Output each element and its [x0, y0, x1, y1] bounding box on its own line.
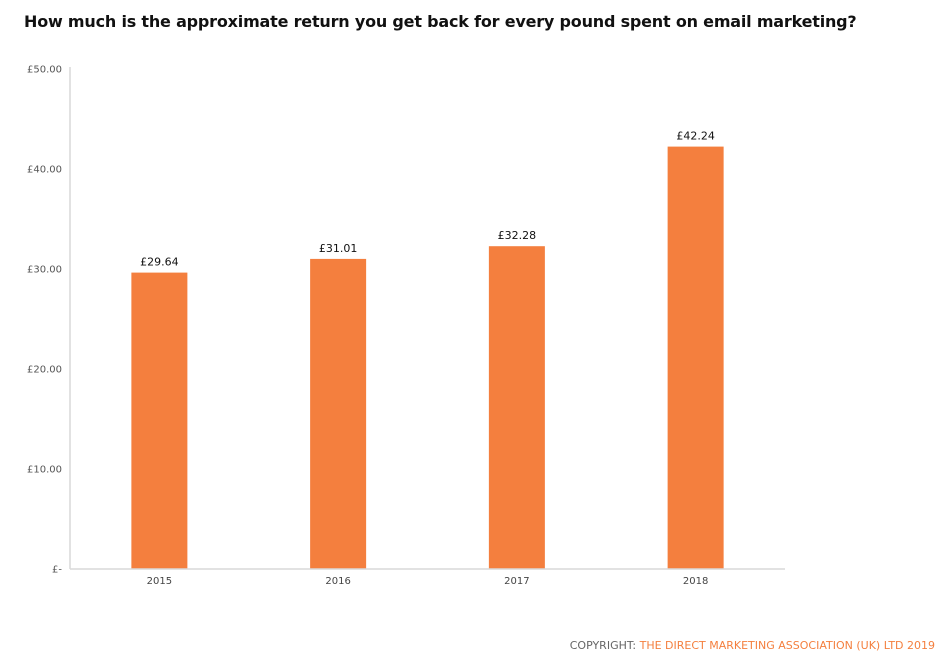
y-tick-label: £- — [52, 565, 62, 576]
bar-2017 — [488, 246, 545, 569]
bar-2016 — [310, 258, 367, 569]
bar-2015 — [131, 272, 188, 569]
data-label: £31.01 — [319, 242, 358, 255]
x-tick-label: 2016 — [325, 576, 350, 587]
x-tick-label: 2015 — [147, 576, 172, 587]
data-label: £42.24 — [676, 130, 715, 143]
y-tick-label: £20.00 — [27, 365, 62, 376]
x-tick-label: 2017 — [504, 576, 529, 587]
y-tick-label: £30.00 — [27, 265, 62, 276]
copyright-notice: COPYRIGHT: THE DIRECT MARKETING ASSOCIAT… — [570, 639, 935, 652]
data-label: £29.64 — [140, 256, 179, 269]
data-label: £32.28 — [498, 229, 537, 242]
y-tick-label: £50.00 — [27, 65, 62, 76]
copyright-label: COPYRIGHT: — [569, 639, 637, 652]
chart-title: How much is the approximate return you g… — [24, 12, 857, 31]
bar-2018 — [667, 146, 724, 569]
x-tick-label: 2018 — [683, 576, 708, 587]
y-tick-label: £40.00 — [27, 165, 62, 176]
y-tick-label: £10.00 — [27, 465, 62, 476]
copyright-owner: THE DIRECT MARKETING ASSOCIATION (UK) LT… — [639, 639, 935, 652]
